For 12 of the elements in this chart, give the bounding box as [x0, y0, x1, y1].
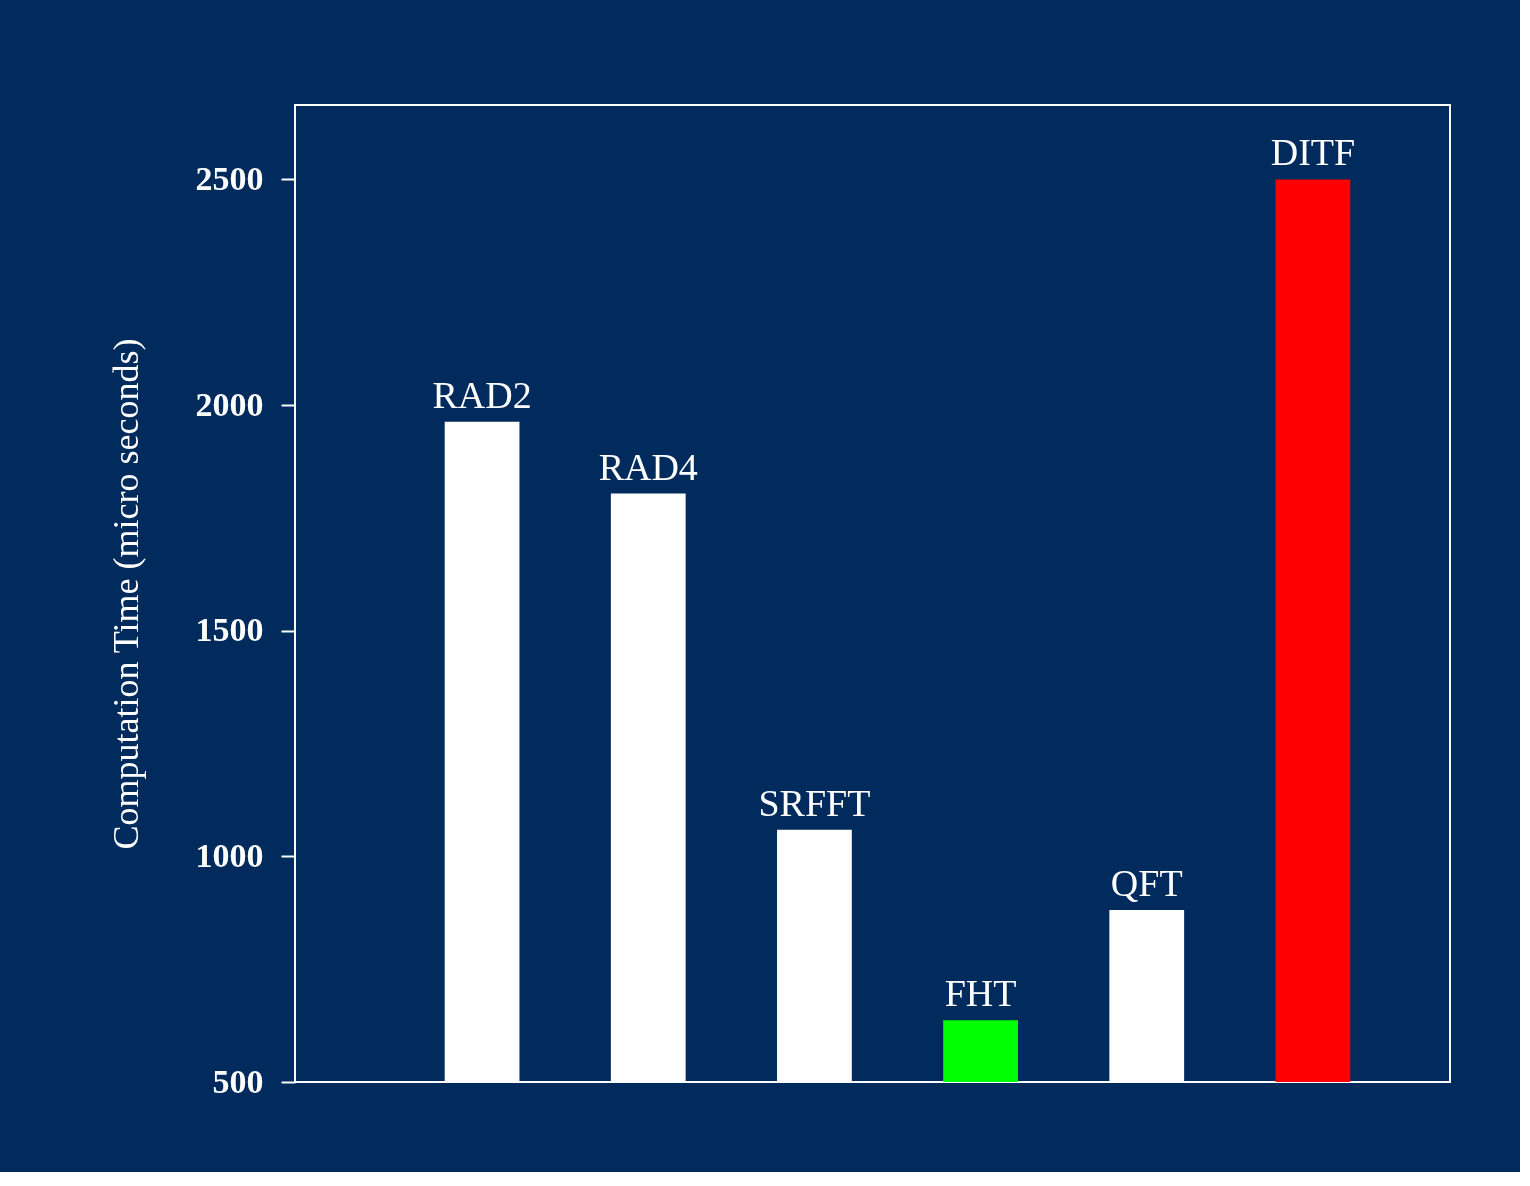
x-tick-label: RAD4 [598, 445, 698, 488]
y-axis-title: Computation Time (micro seconds) [105, 338, 146, 850]
y-tick-label: 500 [212, 1062, 264, 1100]
x-tick-label: DITF [1270, 131, 1356, 174]
y-tick-label: 1500 [195, 611, 264, 649]
x-tick-label: SRFFT [758, 781, 871, 824]
x-tick-label: QFT [1110, 862, 1183, 905]
y-tick-label: 2500 [195, 159, 264, 197]
x-tick-label: FHT [944, 972, 1017, 1015]
y-tick-label: 1000 [195, 836, 264, 874]
y-tick-label: 2000 [195, 385, 264, 423]
x-tick-label: RAD2 [432, 373, 532, 416]
